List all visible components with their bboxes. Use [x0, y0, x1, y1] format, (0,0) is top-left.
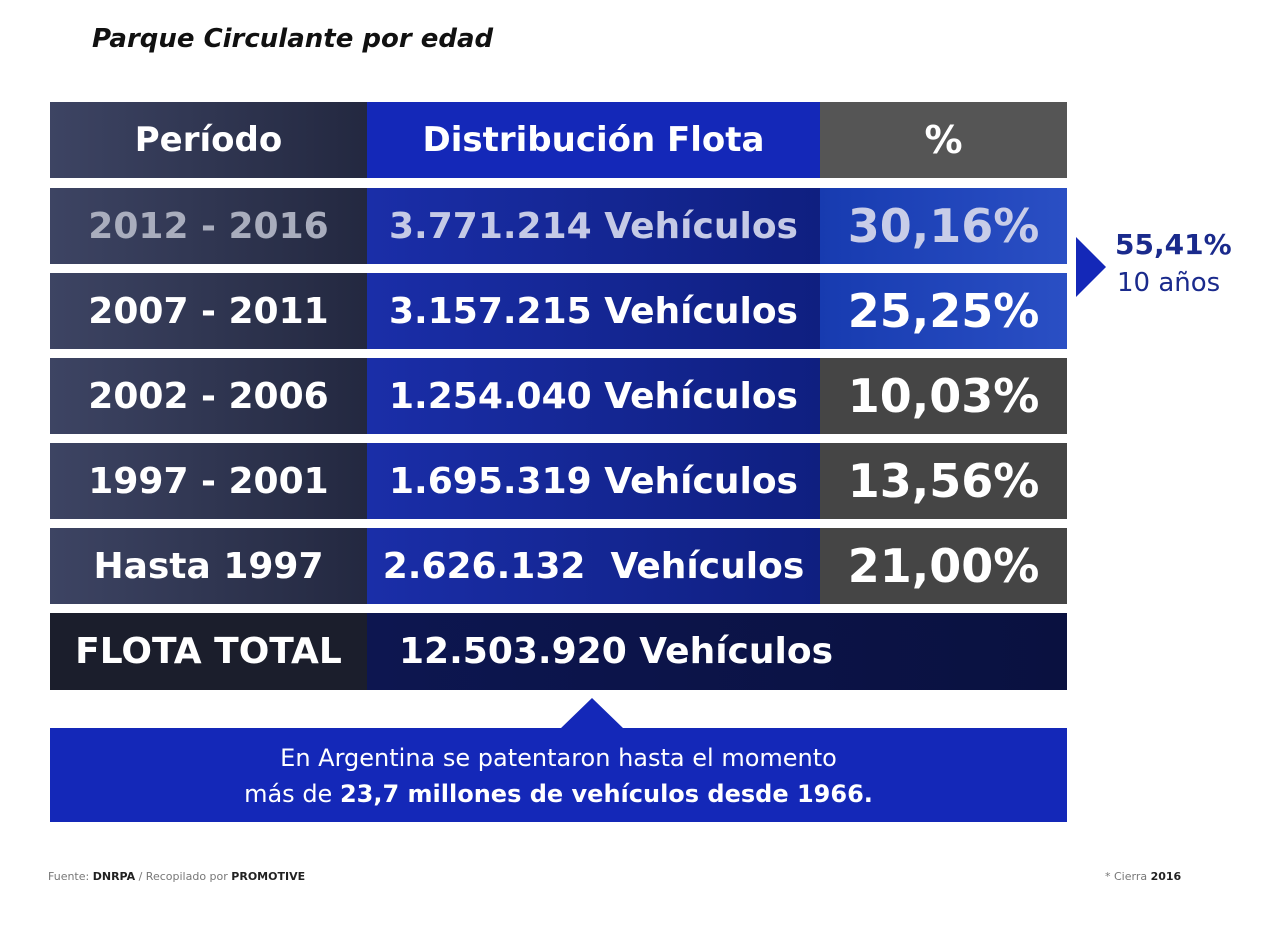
text: / Recopilado por — [138, 870, 228, 883]
table-cell: 3.771.214 Vehículos — [367, 188, 820, 264]
text: 2016 — [1150, 870, 1182, 883]
callout: En Argentina se patentaron hasta el mome… — [50, 728, 1067, 822]
text: PROMOTIVE — [231, 870, 306, 883]
callout-line: más de 23,7 millones de vehículos desde … — [50, 776, 1067, 812]
header-cell: Período — [50, 102, 367, 178]
total-label: FLOTA TOTAL — [50, 613, 367, 690]
callout-line: En Argentina se patentaron hasta el mome… — [280, 744, 837, 772]
title: Parque Circulante por edad — [92, 24, 494, 54]
table-cell: 2002 - 2006 — [50, 358, 367, 434]
table-cell: 1.695.319 Vehículos — [367, 443, 820, 519]
footer-source: Fuente: DNRPA / Recopilado por PROMOTIVE — [48, 870, 305, 883]
text: * Cierra — [1105, 870, 1148, 883]
table-cell: 2012 - 2016 — [50, 188, 367, 264]
table-cell: 2.626.132 Vehículos — [367, 528, 820, 604]
header-cell: Distribución Flota — [367, 102, 820, 178]
table-cell: 1997 - 2001 — [50, 443, 367, 519]
side-value: 55,41% — [1115, 228, 1232, 261]
total-value: 12.503.920 Vehículos — [367, 613, 1067, 690]
footer-note: * Cierra 2016 — [1105, 870, 1181, 883]
table-cell: 1.254.040 Vehículos — [367, 358, 820, 434]
text: DNRPA — [92, 870, 136, 883]
table-cell: 21,00% — [820, 528, 1067, 604]
header-cell: % — [820, 102, 1067, 178]
table-cell: 10,03% — [820, 358, 1067, 434]
callout-bold: 23,7 millones de vehículos desde 1966. — [339, 780, 873, 808]
callout-pointer — [560, 698, 624, 729]
text: Fuente: — [48, 870, 90, 883]
table-cell: 3.157.215 Vehículos — [367, 273, 820, 349]
table-cell: 25,25% — [820, 273, 1067, 349]
side-arrow — [1076, 237, 1106, 297]
table-cell: 30,16% — [820, 188, 1067, 264]
table-cell: 2007 - 2011 — [50, 273, 367, 349]
callout-text: más de — [244, 780, 333, 808]
table-cell: 13,56% — [820, 443, 1067, 519]
table-cell: Hasta 1997 — [50, 528, 367, 604]
side-label: 10 años — [1117, 268, 1221, 298]
